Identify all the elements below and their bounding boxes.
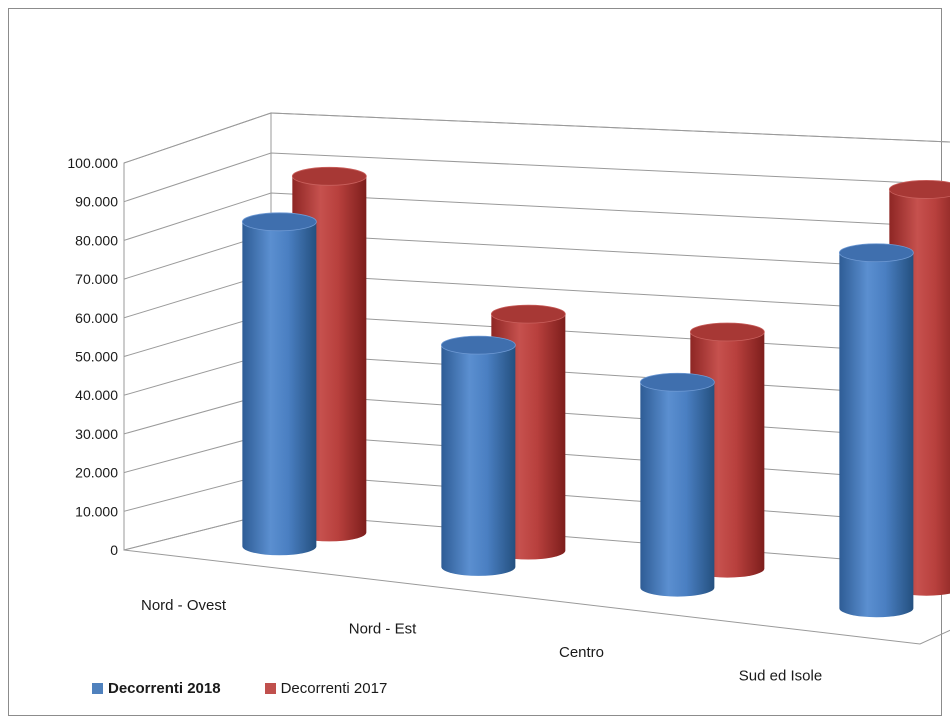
legend-swatch-series-0 xyxy=(92,683,103,694)
y-tick-label: 40.000 xyxy=(75,387,118,403)
y-tick-label: 50.000 xyxy=(75,349,118,365)
bar-2018-1 xyxy=(440,335,516,576)
y-tick-label: 0 xyxy=(110,542,118,558)
gridline xyxy=(123,152,950,203)
legend-swatch-series-1 xyxy=(264,683,276,694)
bar-cap xyxy=(241,212,317,232)
legend-item-series-0: Decorrenti 2018 xyxy=(92,680,221,697)
chart-legend: Decorrenti 2018 Decorrenti 2017 xyxy=(92,680,431,697)
x-category-label: Nord - Ovest xyxy=(141,597,227,614)
gridline xyxy=(123,112,950,164)
y-tick-label: 30.000 xyxy=(75,426,118,442)
bar-body xyxy=(839,252,914,618)
y-tick-label: 20.000 xyxy=(75,465,118,481)
y-tick-label: 80.000 xyxy=(75,232,118,248)
y-tick-label: 60.000 xyxy=(75,310,118,326)
bar-cap xyxy=(490,304,566,324)
legend-label-series-0: Decorrenti 2018 xyxy=(108,680,221,697)
chart-bars xyxy=(241,166,950,618)
legend-label-series-1: Decorrenti 2017 xyxy=(280,680,388,697)
y-axis-tick-labels: 0 10.000 20.000 30.000 40.000 50.000 60.000 70.… xyxy=(67,155,118,558)
floor xyxy=(123,512,950,645)
y-tick-label: 70.000 xyxy=(75,271,118,287)
x-category-label: Sud ed Isole xyxy=(739,667,822,684)
bar-cap xyxy=(888,180,950,199)
y-tick-label: 90.000 xyxy=(75,194,118,210)
bar-cap xyxy=(689,322,765,342)
legend-item-series-1: Decorrenti 2017 xyxy=(264,680,388,697)
bar-body xyxy=(640,382,715,597)
x-category-label: Nord - Est xyxy=(349,620,417,637)
bar-2018-3 xyxy=(838,243,914,618)
bar-cap xyxy=(291,166,367,186)
y-tick-label: 10.000 xyxy=(75,503,118,519)
bar-cap xyxy=(838,243,914,263)
gridline xyxy=(123,192,950,241)
x-axis-category-labels: Nord - Ovest Nord - Est Centro Sud ed Isole xyxy=(141,597,822,685)
bar-body xyxy=(441,345,516,576)
bar-cap xyxy=(639,372,715,392)
y-tick-label: 100.000 xyxy=(67,155,118,171)
bar-2018-2 xyxy=(639,372,715,597)
bar-cap xyxy=(440,335,516,355)
bar-2018-0 xyxy=(241,212,317,556)
x-category-label: Centro xyxy=(559,644,604,661)
bar-body xyxy=(242,221,317,556)
